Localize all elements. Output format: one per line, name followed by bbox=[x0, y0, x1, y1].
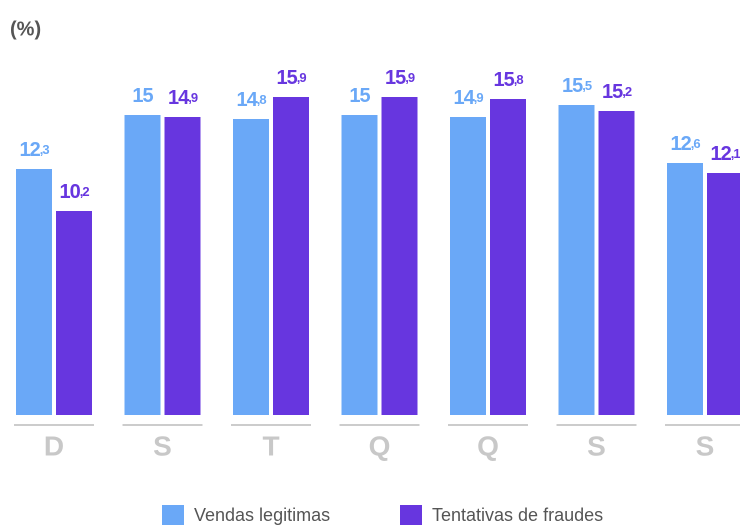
bar bbox=[233, 119, 269, 415]
bar bbox=[667, 163, 703, 415]
value-label: 15,9 bbox=[276, 67, 306, 89]
bar bbox=[341, 115, 378, 415]
value-label: 15,5 bbox=[562, 75, 592, 97]
value-label: 14,9 bbox=[453, 87, 483, 109]
x-tick-label: D bbox=[44, 430, 64, 461]
bar bbox=[164, 117, 201, 415]
chart-title: (%) bbox=[10, 18, 41, 40]
bar bbox=[381, 97, 418, 415]
legend-swatch bbox=[400, 505, 422, 525]
x-tick-label: S bbox=[153, 430, 172, 461]
bar bbox=[273, 97, 309, 415]
x-tick-label: T bbox=[262, 430, 279, 461]
value-label: 12,6 bbox=[670, 133, 700, 155]
value-label: 14,9 bbox=[168, 87, 198, 109]
bar bbox=[707, 173, 740, 415]
value-label: 12,3 bbox=[19, 139, 49, 161]
value-label: 15 bbox=[132, 85, 153, 107]
value-label: 14,8 bbox=[236, 89, 266, 111]
legend-swatch bbox=[162, 505, 184, 525]
x-tick-label: Q bbox=[477, 430, 499, 461]
bar bbox=[490, 99, 526, 415]
legend-label: Tentativas de fraudes bbox=[432, 505, 603, 525]
value-label: 15,9 bbox=[385, 67, 415, 89]
value-label: 15,8 bbox=[493, 69, 523, 91]
bar bbox=[450, 117, 486, 415]
value-label: 12,1 bbox=[710, 143, 740, 165]
value-label: 15 bbox=[349, 85, 370, 107]
x-tick-label: S bbox=[696, 430, 715, 461]
value-label: 15,2 bbox=[602, 81, 632, 103]
x-tick-label: S bbox=[587, 430, 606, 461]
bar bbox=[598, 111, 635, 415]
bar bbox=[558, 105, 595, 415]
bar bbox=[16, 169, 52, 415]
bar bbox=[56, 211, 92, 415]
value-label: 10,2 bbox=[59, 181, 89, 203]
bar bbox=[124, 115, 161, 415]
x-tick-label: Q bbox=[369, 430, 391, 461]
legend-label: Vendas legitimas bbox=[194, 505, 330, 525]
